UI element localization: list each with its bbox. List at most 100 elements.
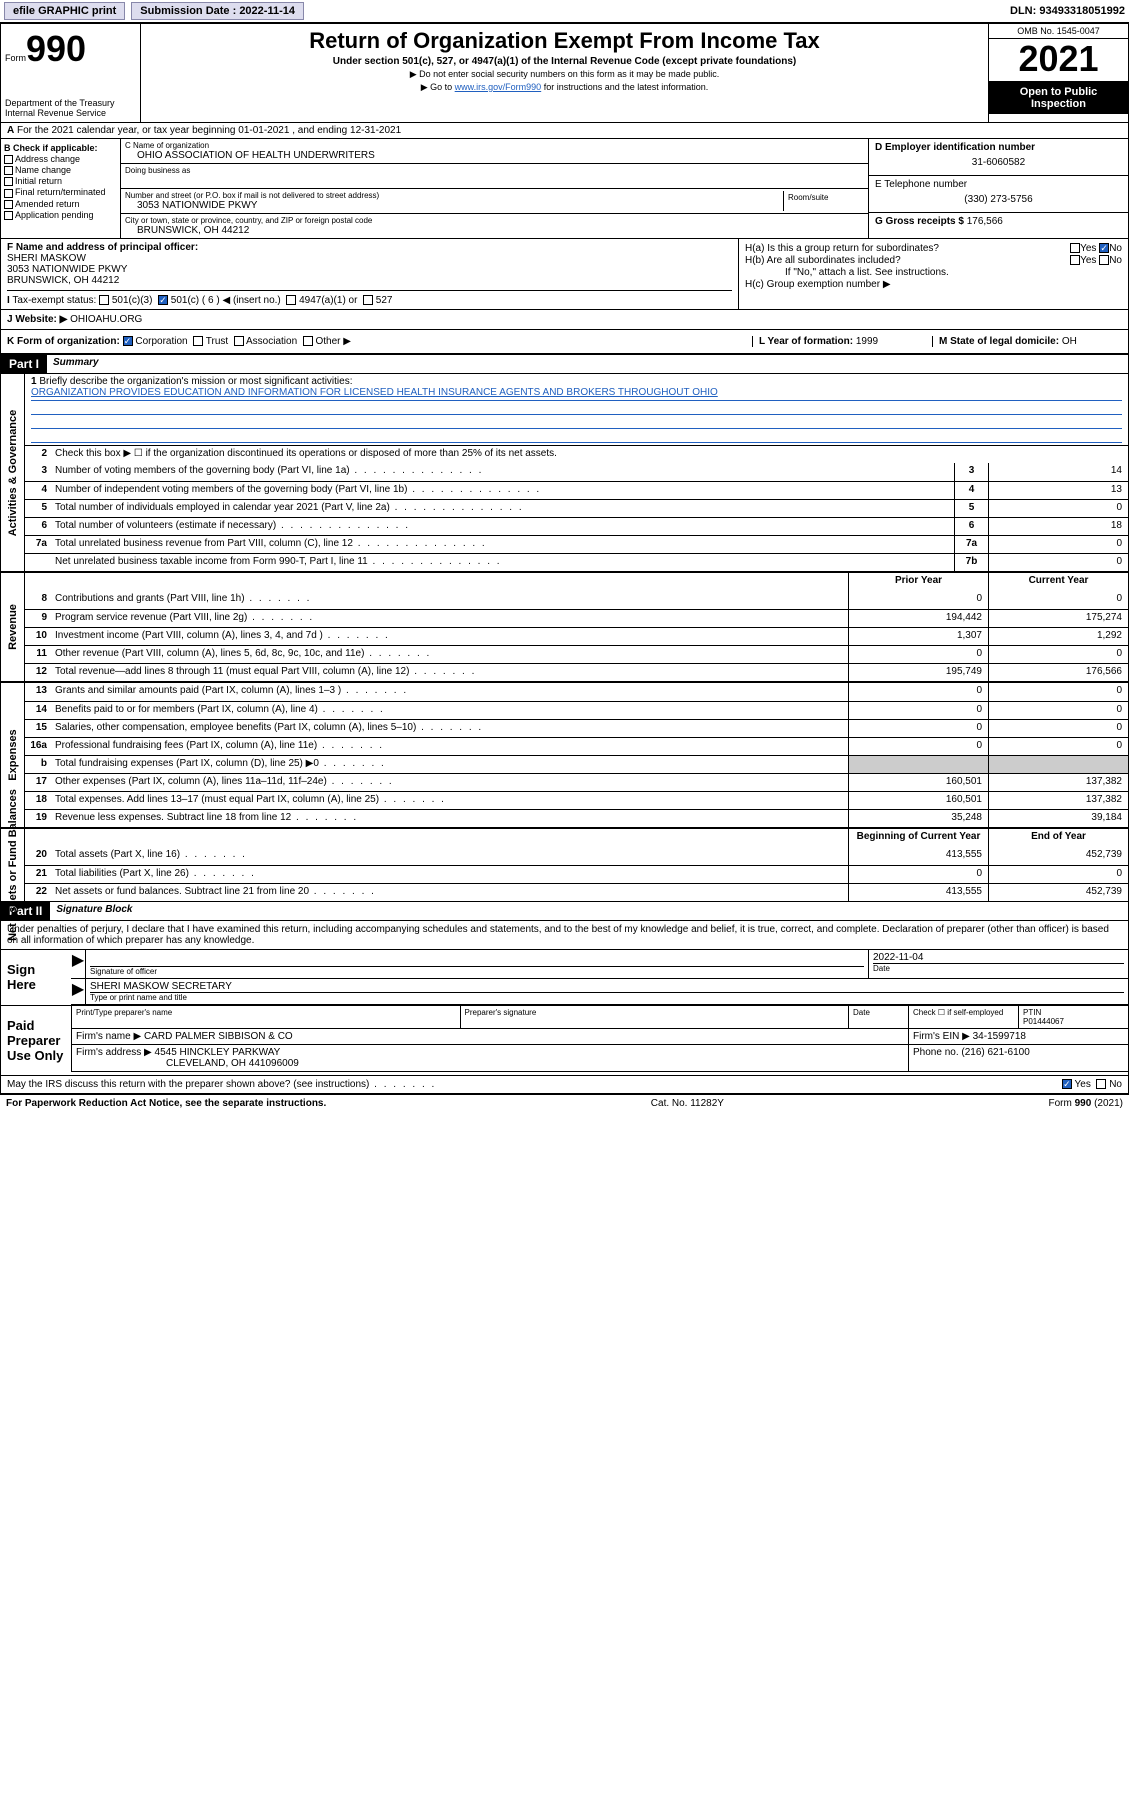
- chk-trust[interactable]: [193, 336, 203, 346]
- lbl-app-pending: Application pending: [15, 210, 94, 220]
- chk-initial-return[interactable]: [4, 177, 13, 186]
- line-box: 6: [954, 518, 988, 535]
- perjury-note: Under penalties of perjury, I declare th…: [1, 921, 1128, 949]
- lbl-name-change: Name change: [15, 165, 71, 175]
- hc-label: H(c) Group exemption number ▶: [745, 279, 1122, 290]
- lbl-yes2: Yes: [1080, 255, 1096, 266]
- prior-year-value: 0: [848, 646, 988, 663]
- lbl-final-return: Final return/terminated: [15, 187, 106, 197]
- org-name: OHIO ASSOCIATION OF HEALTH UNDERWRITERS: [125, 150, 864, 161]
- line-num: 5: [25, 500, 51, 517]
- line1-label: Briefly describe the organization's miss…: [39, 376, 352, 387]
- prior-year-value: 0: [848, 720, 988, 737]
- chk-amended[interactable]: [4, 200, 13, 209]
- firm-addr-label: Firm's address ▶: [76, 1047, 152, 1058]
- chk-app-pending[interactable]: [4, 211, 13, 220]
- line-num: 14: [25, 702, 51, 719]
- chk-assoc[interactable]: [234, 336, 244, 346]
- hdr-beginning: Beginning of Current Year: [848, 829, 988, 847]
- hb-note: If "No," attach a list. See instructions…: [745, 267, 1122, 278]
- tab-net-assets: Net Assets or Fund Balances: [7, 789, 19, 941]
- chk-527[interactable]: [363, 295, 373, 305]
- line-desc: Benefits paid to or for members (Part IX…: [51, 702, 848, 719]
- line-desc: Net assets or fund balances. Subtract li…: [51, 884, 848, 901]
- current-year-value: 175,274: [988, 610, 1128, 627]
- line-num: 16a: [25, 738, 51, 755]
- firm-addr2: CLEVELAND, OH 441096009: [76, 1058, 299, 1069]
- current-year-value: 137,382: [988, 774, 1128, 791]
- sig-date: 2022-11-04: [873, 952, 1124, 963]
- line-num: 13: [25, 683, 51, 701]
- firm-ein: 34-1599718: [973, 1031, 1026, 1042]
- chk-ha-no[interactable]: [1099, 243, 1109, 253]
- line-num: 18: [25, 792, 51, 809]
- line-desc: Other expenses (Part IX, column (A), lin…: [51, 774, 848, 791]
- ein-value: 31-6060582: [875, 153, 1122, 172]
- line-desc: Contributions and grants (Part VIII, lin…: [51, 591, 848, 609]
- revenue-block: Revenue Prior Year Current Year 8 Contri…: [1, 573, 1128, 683]
- prior-year-value: 0: [848, 866, 988, 883]
- current-year-value: 0: [988, 702, 1128, 719]
- phone-label: E Telephone number: [875, 179, 967, 190]
- line-desc: Number of independent voting members of …: [51, 482, 954, 499]
- prior-year-value: 0: [848, 738, 988, 755]
- expenses-block: Expenses 13 Grants and similar amounts p…: [1, 683, 1128, 829]
- line-box: 7b: [954, 554, 988, 571]
- footer-center: Cat. No. 11282Y: [651, 1098, 724, 1109]
- row-j-website: J Website: ▶ OHIOAHU.ORG: [1, 310, 1128, 330]
- firm-ein-label: Firm's EIN ▶: [913, 1031, 970, 1042]
- lbl-initial-return: Initial return: [15, 176, 62, 186]
- line-num: 7a: [25, 536, 51, 553]
- lbl-address-change: Address change: [15, 154, 80, 164]
- note2-post: for instructions and the latest informat…: [541, 82, 708, 92]
- chk-ha-yes[interactable]: [1070, 243, 1080, 253]
- irs-link[interactable]: www.irs.gov/Form990: [455, 82, 542, 92]
- prior-year-value: 413,555: [848, 884, 988, 901]
- prep-name-label: Print/Type preparer's name: [71, 1006, 460, 1028]
- current-year-value: [988, 756, 1128, 773]
- line-desc: Total revenue—add lines 8 through 11 (mu…: [51, 664, 848, 681]
- section-bcd: B Check if applicable: Address change Na…: [1, 139, 1128, 239]
- officer-name: SHERI MASKOW: [7, 253, 732, 264]
- hdr-end: End of Year: [988, 829, 1128, 847]
- chk-discuss-no[interactable]: [1096, 1079, 1106, 1089]
- chk-4947[interactable]: [286, 295, 296, 305]
- current-year-value: 452,739: [988, 884, 1128, 901]
- page-footer: For Paperwork Reduction Act Notice, see …: [0, 1094, 1129, 1112]
- form-header: Form990 Department of the Treasury Inter…: [1, 24, 1128, 123]
- line-desc: Total assets (Part X, line 16): [51, 847, 848, 865]
- line-value: 13: [988, 482, 1128, 499]
- current-year-value: 137,382: [988, 792, 1128, 809]
- chk-corp[interactable]: [123, 336, 133, 346]
- line-box: 5: [954, 500, 988, 517]
- prior-year-value: 0: [848, 591, 988, 609]
- chk-final-return[interactable]: [4, 189, 13, 198]
- chk-other[interactable]: [303, 336, 313, 346]
- chk-name-change[interactable]: [4, 166, 13, 175]
- efile-button[interactable]: efile GRAPHIC print: [4, 2, 125, 20]
- chk-discuss-yes[interactable]: [1062, 1079, 1072, 1089]
- part2-title: Signature Block: [50, 902, 138, 920]
- prep-sig-label: Preparer's signature: [460, 1006, 849, 1028]
- omb-number: OMB No. 1545-0047: [989, 24, 1128, 39]
- chk-hb-yes[interactable]: [1070, 255, 1080, 265]
- line-num: 9: [25, 610, 51, 627]
- form-container: Form990 Department of the Treasury Inter…: [0, 23, 1129, 1094]
- prior-year-value: 160,501: [848, 792, 988, 809]
- line-num: 4: [25, 482, 51, 499]
- city-value: BRUNSWICK, OH 44212: [125, 225, 864, 236]
- chk-address-change[interactable]: [4, 155, 13, 164]
- section-fh: F Name and address of principal officer:…: [1, 239, 1128, 310]
- top-toolbar: efile GRAPHIC print Submission Date : 20…: [0, 0, 1129, 23]
- chk-hb-no[interactable]: [1099, 255, 1109, 265]
- open-to-public: Open to Public Inspection: [989, 82, 1128, 114]
- chk-501c[interactable]: [158, 295, 168, 305]
- org-name-label: C Name of organization: [125, 141, 864, 150]
- current-year-value: 176,566: [988, 664, 1128, 681]
- submission-date-button[interactable]: Submission Date : 2022-11-14: [131, 2, 304, 20]
- prior-year-value: 194,442: [848, 610, 988, 627]
- paid-preparer-label: Paid Preparer Use Only: [1, 1006, 71, 1075]
- chk-501c3[interactable]: [99, 295, 109, 305]
- website-label: J Website: ▶: [7, 314, 67, 325]
- line-num: 15: [25, 720, 51, 737]
